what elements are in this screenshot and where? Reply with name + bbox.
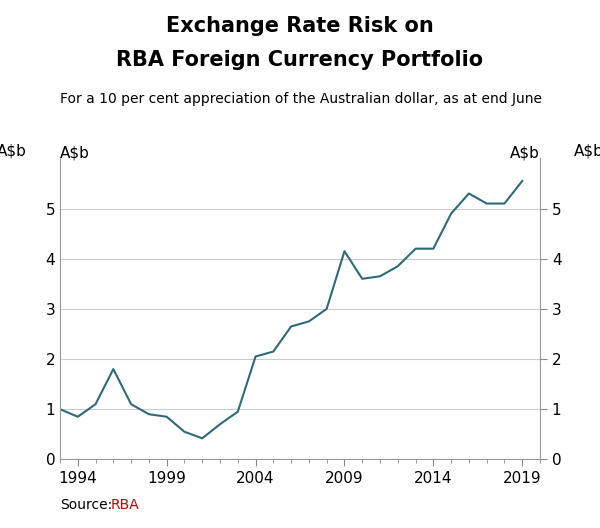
- Text: Exchange Rate Risk on: Exchange Rate Risk on: [166, 16, 434, 36]
- Text: Source:: Source:: [60, 498, 112, 512]
- Text: For a 10 per cent appreciation of the Australian dollar, as at end June: For a 10 per cent appreciation of the Au…: [60, 92, 542, 107]
- Text: RBA: RBA: [111, 498, 140, 512]
- Text: A$b: A$b: [510, 145, 540, 160]
- Text: A$b: A$b: [0, 144, 26, 158]
- Text: RBA Foreign Currency Portfolio: RBA Foreign Currency Portfolio: [116, 50, 484, 70]
- Text: A$b: A$b: [60, 145, 90, 160]
- Text: A$b: A$b: [574, 144, 600, 158]
